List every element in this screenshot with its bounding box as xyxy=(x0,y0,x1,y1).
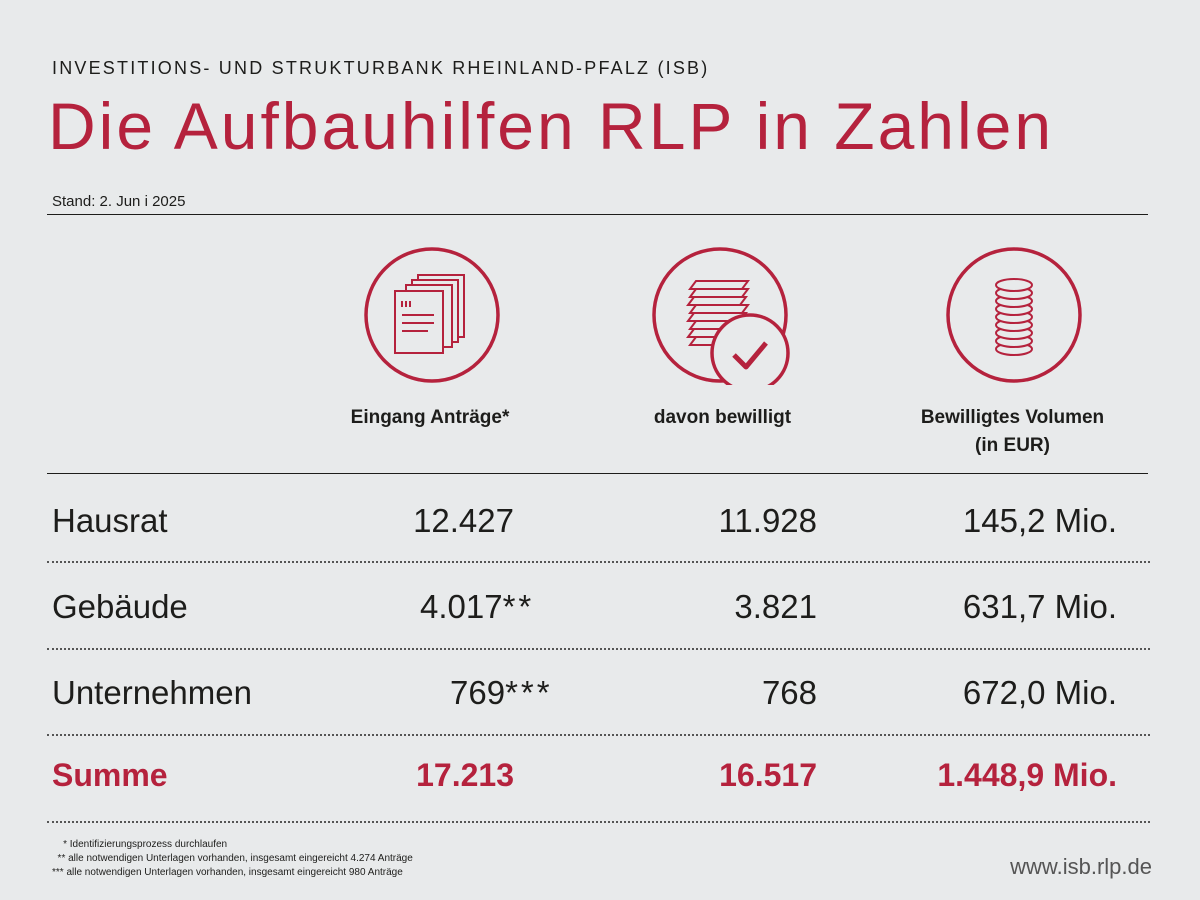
table-header-divider xyxy=(47,473,1148,474)
stand-date: Stand: 2. Jun i 2025 xyxy=(52,193,186,210)
row-label-summe: Summe xyxy=(52,757,168,793)
row-gebaeude-bewilligt: 3.821 xyxy=(734,588,817,625)
row-label-hausrat: Hausrat xyxy=(52,502,168,539)
row-hausrat-volumen: 145,2 Mio. xyxy=(962,502,1117,539)
row-divider xyxy=(47,821,1150,823)
website-link[interactable]: www.isb.rlp.de xyxy=(1010,854,1152,879)
row-label-unternehmen: Unternehmen xyxy=(52,674,252,711)
column-header-volumen-line2: (in EUR) xyxy=(975,435,1050,456)
row-divider xyxy=(47,648,1150,650)
organization-name: INVESTITIONS- UND STRUKTURBANK RHEINLAND… xyxy=(52,58,710,78)
row-hausrat-eingang: 12.427 xyxy=(413,502,514,540)
footnote-3: *** alle notwendigen Unterlagen vorhande… xyxy=(52,867,403,878)
coin-stack-icon xyxy=(946,247,1082,383)
footnote-marker: *** xyxy=(505,674,553,711)
eingang-value: 769 xyxy=(450,674,506,711)
column-header-volumen-line1: Bewilligtes Volumen xyxy=(920,407,1105,428)
summe-eingang: 17.213 xyxy=(416,757,514,793)
approved-papers-icon xyxy=(652,247,790,385)
row-gebaeude-volumen: 631,7 Mio. xyxy=(962,588,1117,625)
column-header-eingang: Eingang Anträge* xyxy=(350,407,510,428)
row-gebaeude-eingang: 4.017** xyxy=(420,588,534,626)
footnote-marker: ** xyxy=(502,588,535,625)
summe-volumen: 1.448,9 Mio. xyxy=(937,757,1117,793)
eingang-value: 4.017 xyxy=(420,588,503,625)
row-unternehmen-volumen: 672,0 Mio. xyxy=(962,674,1117,711)
row-divider xyxy=(47,734,1150,736)
eingang-value: 12.427 xyxy=(413,502,514,539)
header-divider xyxy=(47,214,1148,215)
summe-bewilligt: 16.517 xyxy=(719,757,817,793)
footnote-2: ** alle notwendigen Unterlagen vorhanden… xyxy=(52,853,413,864)
row-unternehmen-eingang: 769*** xyxy=(450,674,553,712)
footnote-1: * Identifizierungsprozess durchlaufen xyxy=(52,839,228,850)
column-header-bewilligt: davon bewilligt xyxy=(653,407,792,428)
row-divider xyxy=(47,561,1150,563)
footnotes: * Identifizierungsprozess durchlaufen **… xyxy=(52,838,413,880)
documents-stack-icon xyxy=(364,247,500,383)
row-label-gebaeude: Gebäude xyxy=(52,588,188,625)
row-unternehmen-bewilligt: 768 xyxy=(761,674,817,711)
page-title: Die Aufbauhilfen RLP in Zahlen xyxy=(48,89,1055,163)
column-header-volumen: Bewilligtes Volumen (in EUR) xyxy=(890,404,1135,460)
row-hausrat-bewilligt: 11.928 xyxy=(718,502,817,539)
